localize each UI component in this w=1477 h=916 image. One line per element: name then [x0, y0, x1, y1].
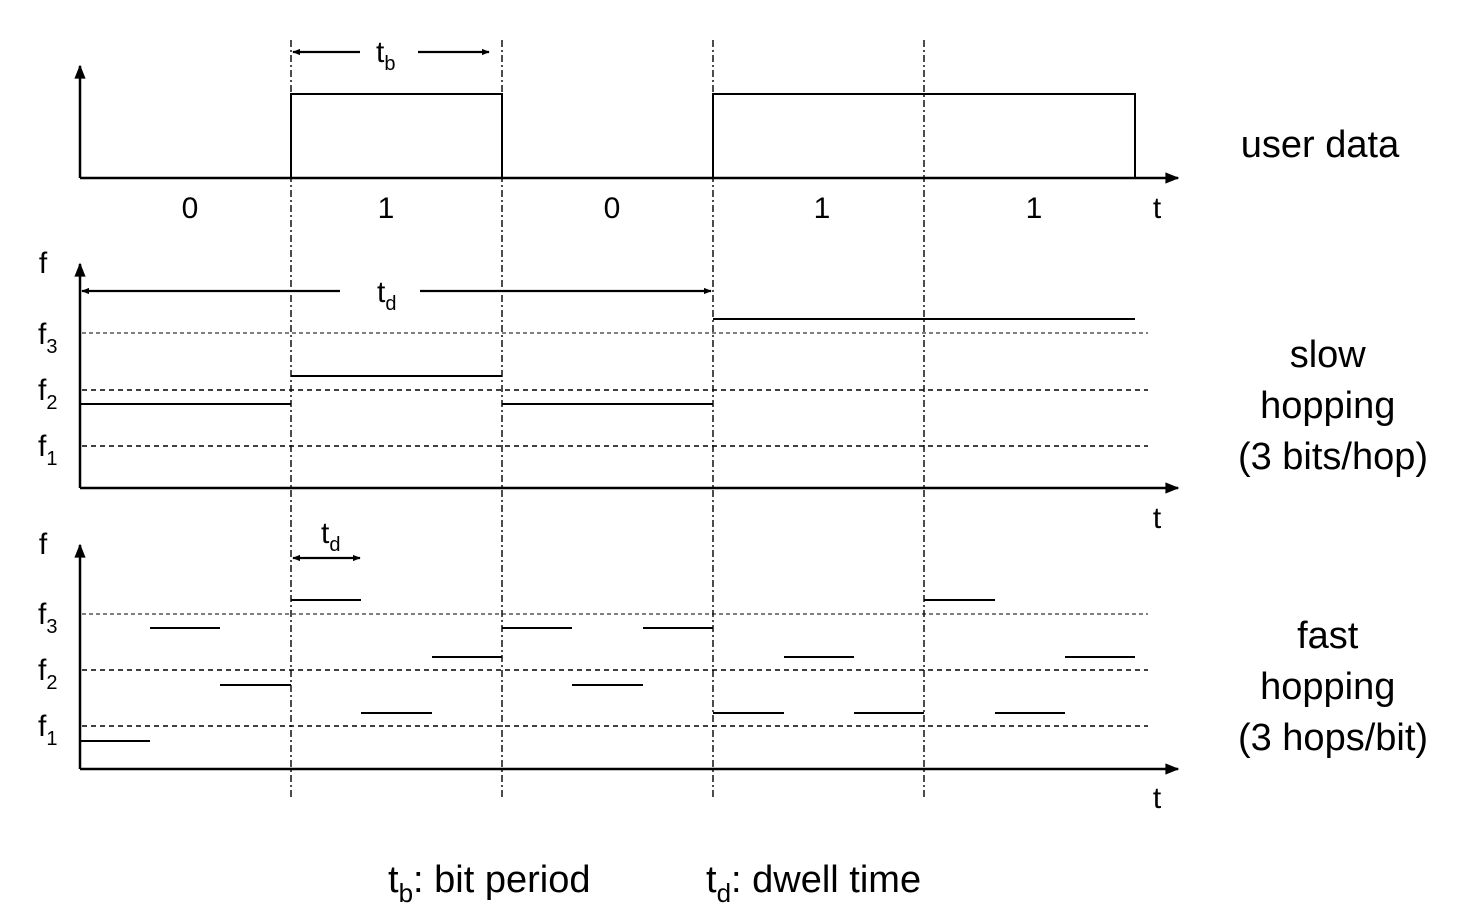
- legend-bit-period: tb: bit period: [388, 859, 590, 908]
- slow-f1-label: f1: [38, 430, 57, 470]
- fast-f2-label: f2: [38, 654, 57, 694]
- user-data-waveform: [80, 93, 1136, 179]
- fast-f3-label: f3: [38, 598, 57, 638]
- slow-f3-label: f3: [38, 318, 57, 358]
- fast-t-axis-label: t: [1153, 782, 1162, 815]
- fast-f1-label: f1: [38, 710, 57, 750]
- slow-td-label: td: [377, 276, 396, 315]
- fast-hop-segments: [80, 599, 1135, 742]
- slow-hop-segments: [80, 318, 1135, 405]
- fast-f-axis-label: f: [39, 528, 48, 561]
- fast-hopping-label: fast hopping (3 hops/bit): [1238, 615, 1428, 759]
- fast-hopping-panel: f t f3 f2 f1 td fas: [38, 517, 1428, 815]
- user-data-label: user data: [1241, 124, 1400, 166]
- tb-label: tb: [376, 36, 395, 75]
- slow-hopping-panel: f t f3 f2 f1 td slow hopping (3 bits/hop…: [38, 247, 1428, 535]
- slow-f-axis-label: f: [39, 247, 48, 280]
- bit-value-1: 0: [182, 192, 199, 225]
- legend-dwell-time: td: dwell time: [706, 859, 921, 908]
- bit-value-3: 0: [604, 192, 621, 225]
- slow-f2-label: f2: [38, 374, 57, 414]
- user-data-t-label: t: [1153, 192, 1162, 225]
- bit-value-2: 1: [378, 192, 395, 225]
- fast-td-label: td: [321, 517, 340, 556]
- user-data-panel: tb 0 1 0 1 1 t user data: [74, 36, 1400, 225]
- legend: tb: bit period td: dwell time: [388, 859, 921, 908]
- slow-t-axis-label: t: [1153, 502, 1162, 535]
- bit-value-5: 1: [1026, 192, 1043, 225]
- slow-hopping-label: slow hopping (3 bits/hop): [1238, 334, 1428, 478]
- bit-value-4: 1: [814, 192, 831, 225]
